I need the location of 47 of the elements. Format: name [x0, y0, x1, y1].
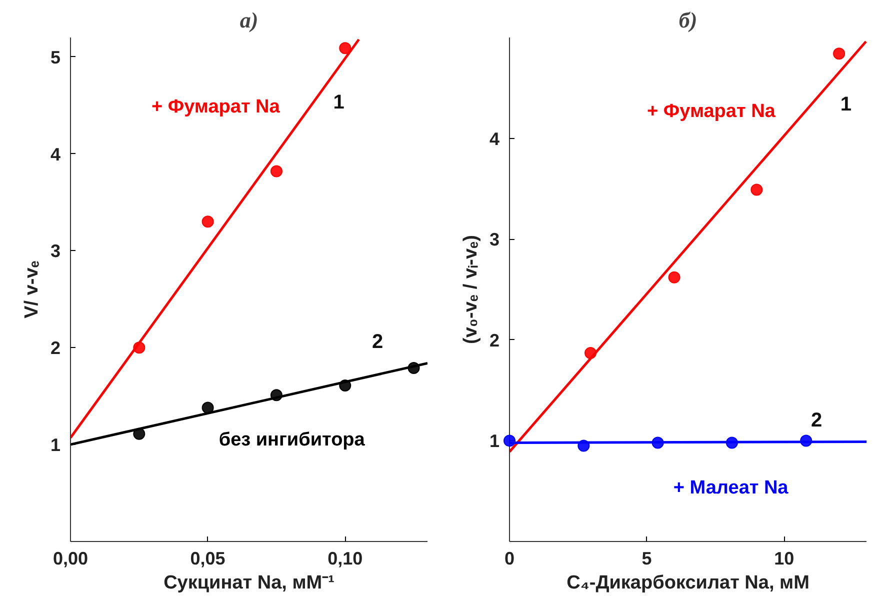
y-tick-label: 5 [50, 47, 61, 68]
series-label: без ингибитора [218, 430, 366, 451]
y-axis-title: (v₀-vₑ / vᵢ-vₑ) [460, 235, 482, 344]
point [750, 184, 763, 196]
point [339, 42, 352, 54]
annotation: 1 [840, 94, 852, 116]
point [584, 347, 597, 359]
y-axis-title: V/ v-vₑ [21, 260, 42, 318]
chart-title: б) [678, 8, 698, 32]
point [800, 434, 812, 447]
x-axis-title: Сукцинат Na, мМ⁻¹ [164, 572, 334, 594]
point [408, 362, 420, 374]
x-tick-label: 5 [642, 548, 652, 568]
x-tick-label: 0,00 [52, 548, 88, 568]
point [202, 216, 214, 228]
point [833, 48, 846, 60]
point [652, 436, 664, 449]
point [202, 402, 214, 414]
annotation: 1 [333, 91, 344, 114]
annotation: 2 [372, 331, 384, 354]
x-tick-label: 0,05 [190, 548, 226, 568]
point [578, 440, 590, 452]
y-tick-label: 1 [489, 431, 500, 452]
series-label: + Фумарат Na [647, 100, 776, 122]
chart-title: а) [240, 8, 258, 32]
point [133, 428, 146, 440]
x-tick-label: 0,10 [328, 548, 363, 568]
y-tick-label: 2 [50, 338, 61, 358]
y-tick-label: 2 [489, 330, 500, 350]
y-tick-label: 3 [489, 230, 500, 250]
point [270, 165, 282, 178]
series-label: + Малеат Na [673, 478, 789, 499]
y-tick-label: 1 [50, 435, 61, 456]
point [668, 271, 680, 284]
series-label: + Фумарат Na [152, 96, 280, 118]
x-axis-title: C₄-Дикарбоксилат Na, мМ [566, 572, 810, 594]
y-tick-label: 4 [489, 128, 500, 149]
point [339, 379, 352, 392]
point [504, 434, 516, 447]
point [133, 342, 146, 354]
x-tick-label: 0 [504, 548, 515, 568]
point [270, 389, 282, 402]
y-tick-label: 3 [50, 241, 61, 262]
point [726, 436, 738, 449]
x-tick-label: 10 [774, 548, 794, 568]
annotation: 2 [810, 410, 822, 432]
y-tick-label: 4 [50, 144, 61, 164]
